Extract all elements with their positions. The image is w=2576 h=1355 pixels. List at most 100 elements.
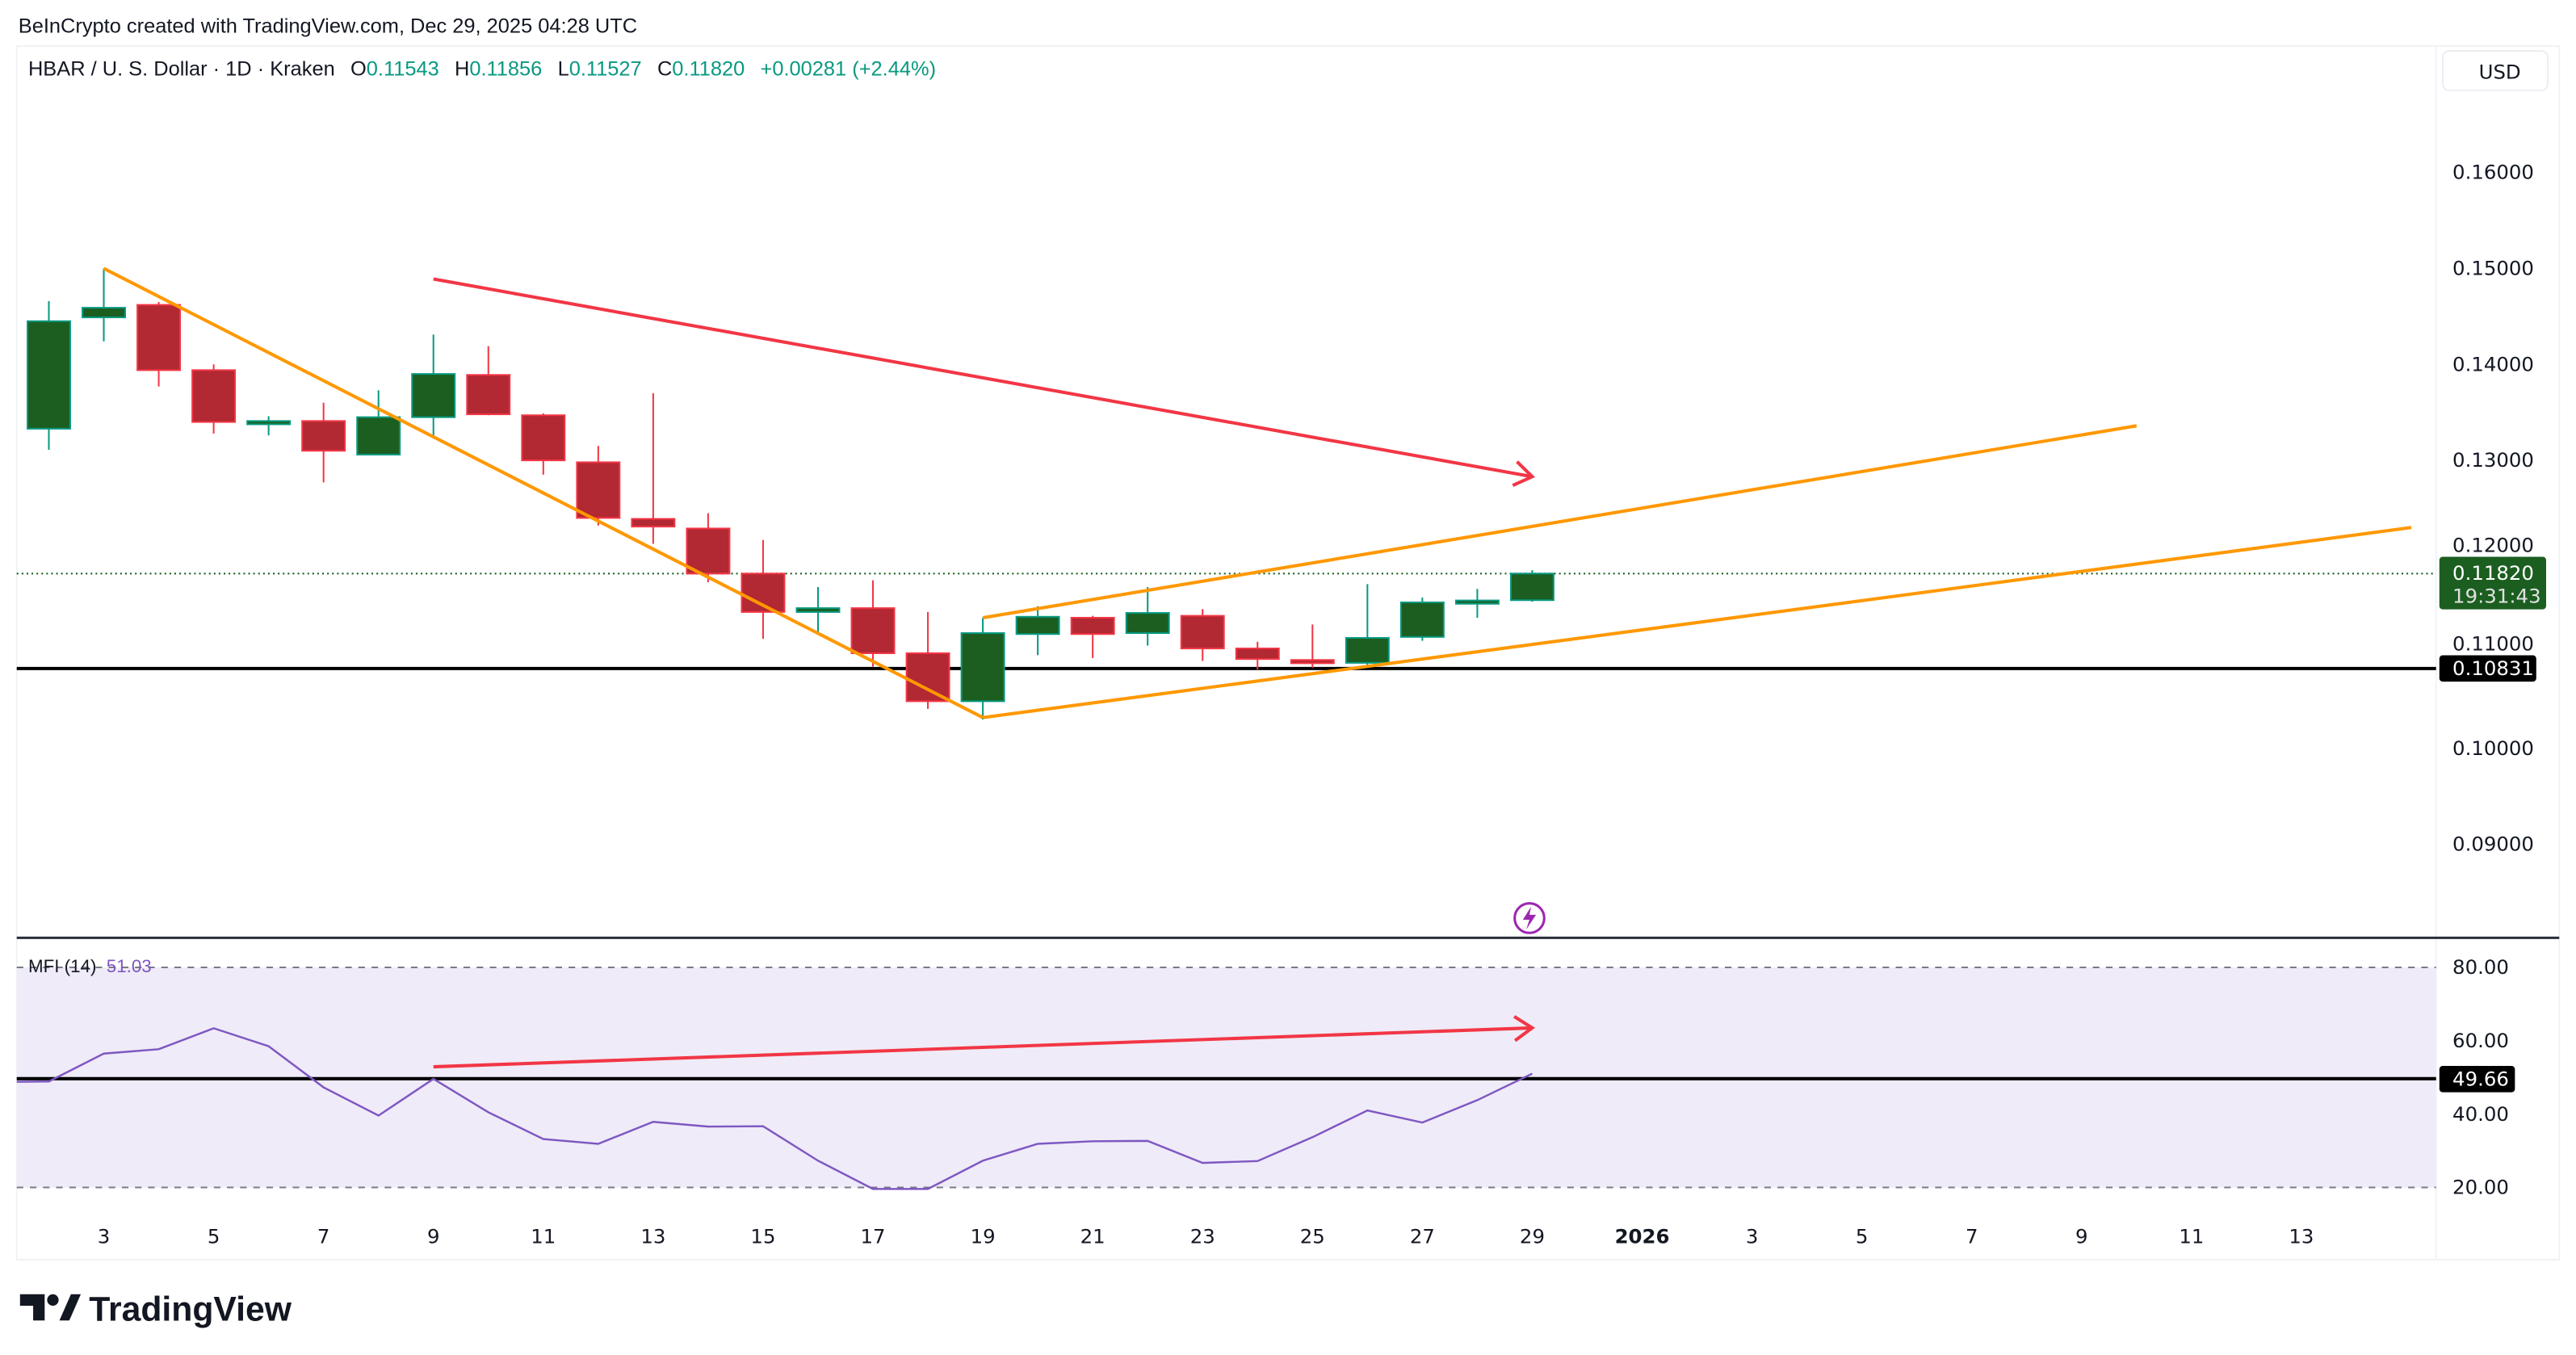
low-value: 0.11527 [569, 58, 642, 81]
candle[interactable] [960, 617, 1005, 719]
high-value: 0.11856 [469, 58, 542, 81]
price-axis[interactable]: 0.16000 0.15000 0.14000 0.13000 0.12000 0.110… [2452, 161, 2534, 856]
lightning-icon[interactable] [1513, 902, 1546, 934]
candle[interactable] [1180, 609, 1225, 661]
candle-body [1290, 659, 1335, 665]
price-tick-label: 0.09000 [2452, 833, 2534, 856]
time-tick-label: 11 [531, 1225, 556, 1248]
symbol-title: HBAR / U. S. Dollar · 1D · Kraken [28, 58, 335, 81]
time-tick-label: 5 [1856, 1225, 1869, 1248]
mfi-legend: MFI (14) 51.03 [28, 956, 152, 976]
time-axis[interactable]: 3 5 7 9 11 13 15 17 19 21 23 25 27 29 2026 3 5 7 9 11 13 [98, 1225, 2314, 1248]
time-tick-label: 11 [2179, 1225, 2204, 1248]
trendline[interactable] [982, 526, 2412, 719]
time-tick-label: 7 [317, 1225, 330, 1248]
candle[interactable] [1125, 586, 1170, 646]
candle-body [356, 416, 401, 455]
candle[interactable] [576, 446, 621, 526]
high-label: H [455, 58, 469, 81]
mfi-tick-label: 40.00 [2452, 1102, 2509, 1126]
close-value: 0.11820 [672, 58, 745, 81]
currency-button[interactable]: USD [2441, 50, 2549, 91]
legend: HBAR / U. S. Dollar · 1D · Kraken O0.115… [28, 58, 936, 81]
open-value: 0.11543 [367, 58, 439, 81]
candle[interactable] [356, 390, 401, 455]
trendline[interactable] [982, 424, 2138, 620]
candle-body [850, 607, 896, 654]
tradingview-logo[interactable]: TradingView [19, 1290, 292, 1328]
candle-body [191, 369, 237, 423]
candle-body [631, 518, 676, 528]
candle[interactable] [27, 300, 71, 451]
mfi-hline-label: 49.66 [2452, 1067, 2509, 1090]
time-tick-label: 7 [1966, 1225, 1978, 1248]
candle[interactable] [905, 611, 950, 709]
candle-body [905, 652, 950, 703]
candle-body [246, 420, 292, 426]
candle-body [521, 414, 566, 462]
arrow-head-icon [1512, 460, 1535, 487]
mfi-value: 51.03 [107, 956, 152, 976]
time-tick-label: 21 [1080, 1225, 1105, 1248]
candle-body [82, 307, 126, 319]
time-tick-label: 5 [208, 1225, 220, 1248]
candle-body [795, 607, 841, 613]
candle[interactable] [411, 334, 456, 438]
time-tick-label: 25 [1300, 1225, 1325, 1248]
candle[interactable] [1290, 624, 1335, 668]
mfi-divergence-arrow[interactable] [433, 1015, 1536, 1069]
candle[interactable] [1399, 598, 1445, 641]
candle[interactable] [521, 413, 566, 475]
price-tick-label: 0.16000 [2452, 161, 2534, 184]
price-tick-label: 0.15000 [2452, 257, 2534, 280]
candle-body [27, 320, 71, 430]
candle[interactable] [82, 268, 126, 342]
candle-body [1235, 648, 1280, 661]
candle[interactable] [1015, 606, 1060, 656]
price-divergence-arrow[interactable] [433, 277, 1535, 487]
hline-price-badge: 0.10831 [2439, 655, 2536, 682]
time-tick-label: 3 [98, 1225, 111, 1248]
candle[interactable] [686, 513, 731, 583]
candle[interactable] [1509, 570, 1554, 602]
time-tick-label: 3 [1746, 1225, 1759, 1248]
candle[interactable] [1235, 641, 1280, 670]
candle[interactable] [191, 364, 237, 434]
candle[interactable] [1454, 589, 1500, 618]
logo-text: TradingView [89, 1290, 292, 1328]
candle-body [576, 461, 621, 519]
candle-body [1125, 612, 1170, 635]
arrow-shaft [433, 277, 1533, 479]
time-tick-label: 2026 [1615, 1225, 1670, 1248]
change-value: +0.00281 (+2.44%) [761, 58, 937, 81]
candle-body [1180, 615, 1225, 650]
candle[interactable] [246, 416, 292, 436]
candle[interactable] [301, 402, 346, 483]
arrow-shaft [433, 1026, 1533, 1069]
candle-body [686, 527, 731, 575]
currency-label: USD [2479, 61, 2521, 84]
time-tick-label: 9 [2075, 1225, 2088, 1248]
candle-body [1509, 573, 1554, 602]
candle[interactable] [1070, 615, 1115, 658]
candle-body [1070, 616, 1115, 636]
candle-body [1454, 599, 1500, 605]
mfi-tick-label: 60.00 [2452, 1029, 2509, 1052]
candle-body [411, 373, 456, 418]
mfi-axis[interactable]: 80.00 60.00 40.00 20.00 [2452, 955, 2509, 1199]
candle-body [466, 374, 511, 416]
candle[interactable] [631, 392, 676, 544]
candle[interactable] [466, 346, 511, 416]
candle[interactable] [136, 302, 182, 387]
hline-price-label: 0.10831 [2452, 657, 2534, 680]
candle[interactable] [850, 580, 896, 667]
candle[interactable] [795, 586, 841, 634]
trendline[interactable] [103, 266, 984, 719]
candle-body [960, 631, 1005, 703]
price-tick-label: 0.12000 [2452, 533, 2534, 556]
time-tick-label: 15 [750, 1225, 775, 1248]
time-tick-label: 13 [640, 1225, 665, 1248]
candle[interactable] [1345, 584, 1390, 667]
time-tick-label: 29 [1520, 1225, 1545, 1248]
